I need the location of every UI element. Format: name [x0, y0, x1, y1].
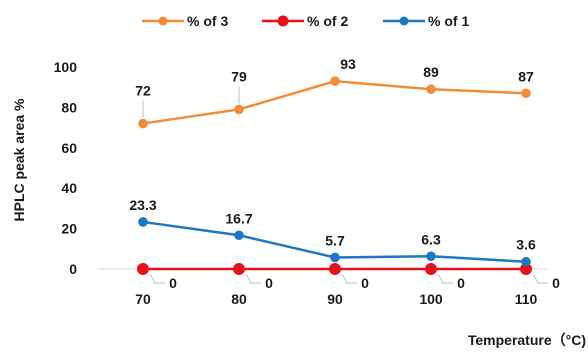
y-tick-label: 40 [61, 180, 77, 196]
data-point [330, 76, 340, 86]
y-tick-label: 80 [61, 99, 77, 115]
x-tick-label: 100 [419, 291, 443, 307]
data-label: 0 [457, 275, 465, 291]
data-label: 0 [361, 275, 369, 291]
data-point [138, 118, 148, 129]
x-tick-label: 80 [231, 291, 247, 307]
legend-label: % of 3 [187, 13, 228, 29]
data-point [521, 88, 531, 99]
data-label: 0 [169, 275, 177, 291]
legend-label: % of 2 [307, 13, 348, 29]
data-label: 93 [340, 56, 356, 72]
data-label: 0 [265, 275, 273, 291]
y-axis-label: HPLC peak area % [11, 98, 27, 221]
legend-marker [399, 16, 409, 26]
data-point [234, 230, 244, 241]
label-leader [437, 273, 453, 284]
label-leader [341, 273, 357, 284]
data-label: 79 [231, 68, 247, 84]
data-point [234, 104, 244, 115]
data-point [330, 252, 340, 263]
x-tick-label: 110 [515, 291, 538, 307]
data-label: 23.3 [129, 197, 156, 213]
data-point [521, 256, 531, 267]
y-tick-label: 0 [69, 261, 77, 277]
label-leader [245, 273, 261, 284]
y-tick-label: 20 [61, 221, 77, 237]
data-point [233, 263, 245, 275]
legend-marker [158, 16, 168, 26]
series-line [142, 79, 527, 125]
data-point [520, 263, 532, 275]
data-point [425, 263, 437, 275]
label-leader [532, 273, 548, 284]
legend-label: % of 1 [428, 13, 469, 29]
y-tick-label: 100 [54, 59, 78, 75]
x-axis-label: Temperature（°C) [468, 332, 586, 348]
data-label: 0 [552, 275, 560, 291]
data-label: 3.6 [516, 237, 536, 253]
y-tick-label: 60 [61, 140, 77, 156]
data-point [426, 84, 436, 95]
x-axis: 70 80 90 100 110 [135, 291, 537, 307]
data-label: 16.7 [225, 210, 252, 226]
x-tick-label: 90 [327, 291, 343, 307]
data-label: 72 [135, 83, 151, 99]
data-point [138, 217, 148, 227]
data-point [329, 263, 341, 275]
chart-legend: % of 3 % of 2 % of 1 [142, 13, 469, 29]
data-labels: 72 79 93 89 87 23.3 16.7 5.7 6.3 3.6 0 0 0 0 0 [129, 56, 560, 291]
data-label: 6.3 [421, 231, 441, 247]
data-label: 89 [423, 64, 439, 80]
label-leader [149, 273, 165, 284]
data-label: 87 [518, 68, 534, 84]
x-tick-label: 70 [135, 291, 151, 307]
legend-marker [277, 15, 289, 27]
data-label: 5.7 [325, 232, 345, 248]
chart-series [137, 76, 532, 275]
data-point [137, 263, 149, 275]
y-axis: 0 20 40 60 80 100 [54, 59, 78, 277]
data-point [426, 251, 436, 262]
